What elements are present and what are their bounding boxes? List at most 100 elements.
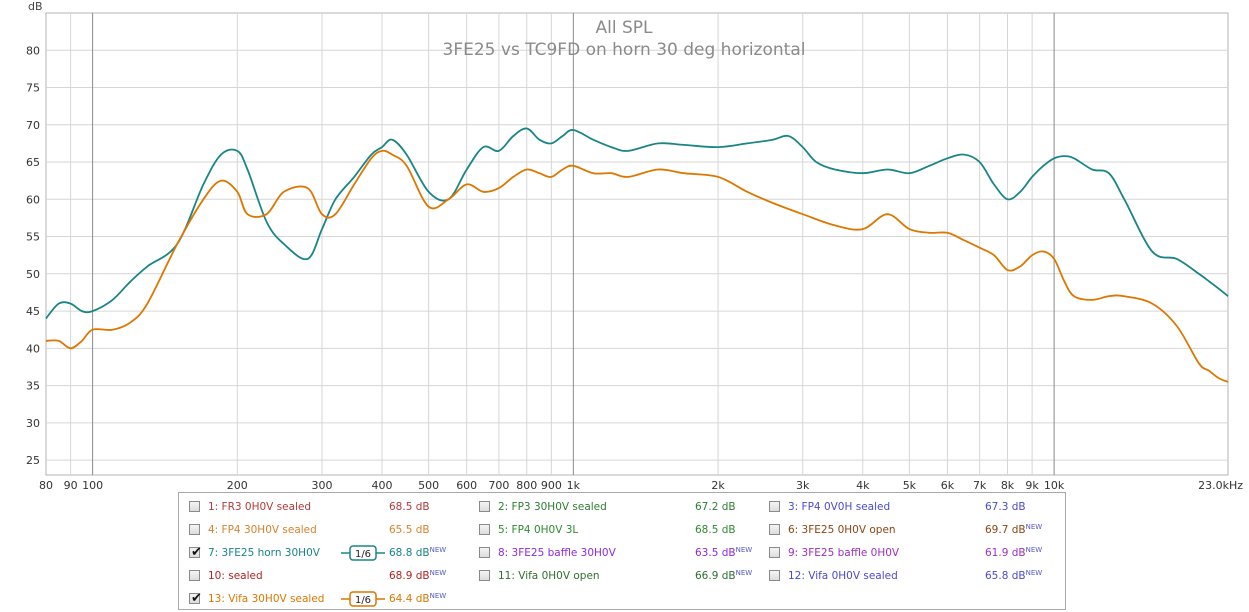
legend-name[interactable]: 7: 3FE25 horn 30H0V xyxy=(208,547,320,559)
x-tick-label: 80 xyxy=(39,479,53,492)
legend-checkbox[interactable] xyxy=(769,524,780,535)
legend-name[interactable]: 3: FP4 0V0H sealed xyxy=(788,501,891,513)
new-badge: NEW xyxy=(735,546,753,554)
y-axis-label: dB xyxy=(28,0,43,13)
legend-name[interactable]: 11: Vifa 0H0V open xyxy=(498,570,600,582)
legend-value: 67.3 dB xyxy=(985,501,1026,513)
legend-checkbox[interactable] xyxy=(769,570,780,581)
y-tick-label: 75 xyxy=(26,82,40,95)
legend-value: 68.8 dBNEW xyxy=(389,546,447,559)
x-tick-label: 3k xyxy=(796,479,810,492)
x-tick-label: 100 xyxy=(82,479,103,492)
legend-name[interactable]: 2: FP3 30H0V sealed xyxy=(498,501,607,513)
new-badge: NEW xyxy=(1025,546,1043,554)
new-badge: NEW xyxy=(735,569,753,577)
new-badge: NEW xyxy=(1025,569,1043,577)
new-badge: NEW xyxy=(429,546,447,554)
smoothing-label: 1/6 xyxy=(355,595,371,606)
legend-checkbox[interactable] xyxy=(479,501,490,512)
legend-item: 3: FP4 0V0H sealed 67.3 dB xyxy=(769,498,1059,516)
series-line-1 xyxy=(45,127,1229,320)
y-tick-label: 50 xyxy=(26,268,40,281)
legend-item: 10: sealed 68.9 dBNEW xyxy=(189,567,479,585)
legend-checkbox[interactable]: ✔ xyxy=(189,591,202,606)
legend-item: ✔ 13: Vifa 30H0V sealed 1/6 64.4 dBNEW xyxy=(189,590,479,608)
x-tick-label: 500 xyxy=(418,479,439,492)
smoothing-badge[interactable]: 1/6 xyxy=(339,590,387,608)
series-lines xyxy=(45,127,1229,383)
new-badge: NEW xyxy=(429,569,447,577)
legend-name[interactable]: 1: FR3 0H0V sealed xyxy=(208,501,312,513)
legend-item: 6: 3FE25 0H0V open 69.7 dBNEW xyxy=(769,521,1059,539)
y-axis-ticks: 25 30 35 40 45 50 55 60 65 70 75 80 xyxy=(26,44,40,467)
x-tick-label: 10k xyxy=(1044,479,1065,492)
legend-value: 68.5 dB xyxy=(389,501,430,513)
new-badge: NEW xyxy=(1025,523,1043,531)
x-tick-label: 5k xyxy=(903,479,917,492)
legend-name[interactable]: 5: FP4 0H0V 3L xyxy=(498,524,579,536)
chart-title: All SPL xyxy=(596,18,654,38)
x-tick-label: 4k xyxy=(856,479,870,492)
y-tick-label: 60 xyxy=(26,193,40,206)
legend-name[interactable]: 10: sealed xyxy=(208,570,263,582)
legend-name[interactable]: 8: 3FE25 baffle 30H0V xyxy=(498,547,616,559)
legend-item: 8: 3FE25 baffle 30H0V 63.5 dBNEW xyxy=(479,544,769,562)
grid-lines xyxy=(46,13,1228,475)
legend-item: 11: Vifa 0H0V open 66.9 dBNEW xyxy=(479,567,769,585)
legend-checkbox[interactable] xyxy=(769,547,780,558)
x-tick-label: 7k xyxy=(973,479,987,492)
legend-item: 4: FP4 30H0V sealed 65.5 dB xyxy=(189,521,479,539)
spl-chart: 25 30 35 40 45 50 55 60 65 70 75 80 80 90 100 200 300 40… xyxy=(26,0,1243,492)
y-tick-label: 25 xyxy=(26,454,40,467)
x-tick-label: 1k xyxy=(567,479,581,492)
x-tick-label: 800 xyxy=(516,479,537,492)
smoothing-label: 1/6 xyxy=(355,549,371,560)
legend-checkbox[interactable] xyxy=(189,501,200,512)
legend-checkbox[interactable] xyxy=(189,524,200,535)
legend-checkbox[interactable]: ✔ xyxy=(189,545,202,560)
smoothing-badge[interactable]: 1/6 xyxy=(339,544,387,562)
check-icon: ✔ xyxy=(191,545,202,560)
y-tick-label: 55 xyxy=(26,231,40,244)
legend-value: 64.4 dBNEW xyxy=(389,592,447,605)
chart-subtitle: 3FE25 vs TC9FD on horn 30 deg horizontal xyxy=(443,40,806,60)
legend-value: 65.5 dB xyxy=(389,524,430,536)
legend-item: 9: 3FE25 baffle 0H0V 61.9 dBNEW xyxy=(769,544,1059,562)
y-tick-label: 40 xyxy=(26,342,40,355)
legend-name[interactable]: 13: Vifa 30H0V sealed xyxy=(208,593,325,605)
legend-value: 66.9 dBNEW xyxy=(695,569,753,582)
legend-value: 65.8 dBNEW xyxy=(985,569,1043,582)
legend-checkbox[interactable] xyxy=(189,570,200,581)
legend-checkbox[interactable] xyxy=(769,501,780,512)
y-tick-label: 30 xyxy=(26,417,40,430)
legend-item: 2: FP3 30H0V sealed 67.2 dB xyxy=(479,498,769,516)
legend-item: ✔ 7: 3FE25 horn 30H0V 1/6 68.8 dBNEW xyxy=(189,544,479,562)
legend-item: 12: Vifa 0H0V sealed 65.8 dBNEW xyxy=(769,567,1059,585)
legend-value: 61.9 dBNEW xyxy=(985,546,1043,559)
legend-value: 68.9 dBNEW xyxy=(389,569,447,582)
legend-value: 69.7 dBNEW xyxy=(985,523,1043,536)
x-tick-label: 600 xyxy=(456,479,477,492)
y-tick-label: 45 xyxy=(26,305,40,318)
legend-item: 5: FP4 0H0V 3L 68.5 dB xyxy=(479,521,769,539)
legend-name[interactable]: 12: Vifa 0H0V sealed xyxy=(788,570,898,582)
x-tick-label: 200 xyxy=(227,479,248,492)
x-tick-label: 6k xyxy=(941,479,955,492)
x-tick-label: 400 xyxy=(372,479,393,492)
x-axis-ticks: 80 90 100 200 300 400 500 600 700 800 900 1k 2k 3k 4k 5… xyxy=(39,479,1243,492)
legend-checkbox[interactable] xyxy=(479,524,490,535)
new-badge: NEW xyxy=(429,592,447,600)
legend-value: 67.2 dB xyxy=(695,501,736,513)
x-tick-label: 90 xyxy=(64,479,78,492)
legend-name[interactable]: 4: FP4 30H0V sealed xyxy=(208,524,317,536)
legend-checkbox[interactable] xyxy=(479,547,490,558)
legend-name[interactable]: 6: 3FE25 0H0V open xyxy=(788,524,896,536)
x-tick-label: 9k xyxy=(1025,479,1039,492)
legend-panel: 1: FR3 0H0V sealed 68.5 dB 4: FP4 30H0V se… xyxy=(178,492,1066,610)
y-tick-label: 65 xyxy=(26,156,40,169)
legend-name[interactable]: 9: 3FE25 baffle 0H0V xyxy=(788,547,900,559)
x-tick-label: 23.0kHz xyxy=(1198,479,1243,492)
y-tick-label: 70 xyxy=(26,119,40,132)
legend-checkbox[interactable] xyxy=(479,570,490,581)
plot-frame xyxy=(45,12,1229,476)
